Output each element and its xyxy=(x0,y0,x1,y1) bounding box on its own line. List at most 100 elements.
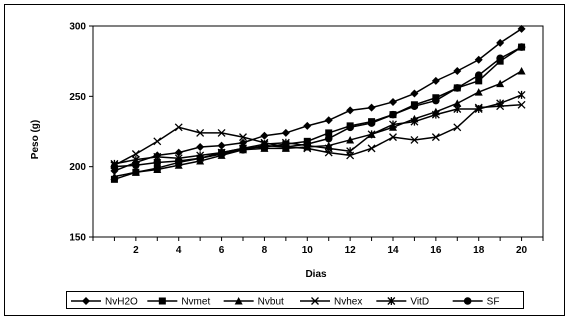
x-tick-label: 18 xyxy=(473,245,485,256)
data-point xyxy=(517,67,526,75)
data-point xyxy=(324,116,333,125)
data-point xyxy=(474,104,483,113)
data-point xyxy=(282,143,290,151)
legend-entry: Nvmet xyxy=(147,297,210,308)
data-point xyxy=(303,140,312,148)
legend-marker xyxy=(82,297,90,305)
data-point xyxy=(410,135,419,144)
x-tick-label: 4 xyxy=(176,245,182,256)
data-point xyxy=(196,128,205,137)
series-line xyxy=(114,46,522,168)
data-point xyxy=(346,106,355,115)
data-point xyxy=(474,55,483,64)
legend-marker xyxy=(463,297,472,305)
data-point xyxy=(474,88,483,96)
x-tick-label: 2 xyxy=(133,245,139,256)
x-tick-label: 10 xyxy=(302,245,314,256)
data-point xyxy=(239,133,247,142)
data-point xyxy=(217,150,226,158)
legend-svg: NvH2O Nvmet Nvbut Nvhex VitD SF xyxy=(71,297,500,308)
data-point xyxy=(453,67,462,76)
data-point xyxy=(496,38,505,47)
x-axis-title: Dias xyxy=(305,269,327,280)
data-point xyxy=(260,141,269,150)
legend-label: Nvmet xyxy=(181,297,210,308)
data-point xyxy=(346,135,355,144)
legend-label: NvH2O xyxy=(105,297,138,308)
data-point xyxy=(110,162,119,171)
series-sf xyxy=(110,43,526,171)
series-nvh2o xyxy=(110,24,526,175)
data-point xyxy=(431,133,440,142)
data-point xyxy=(389,133,397,142)
data-point xyxy=(174,148,183,157)
data-point xyxy=(496,99,505,108)
data-point xyxy=(260,131,269,140)
data-point xyxy=(217,128,226,137)
data-point xyxy=(153,158,162,167)
y-tick-label: 200 xyxy=(69,162,86,173)
series-nvhex xyxy=(110,100,526,170)
legend-entry: Nvbut xyxy=(223,297,284,308)
data-point xyxy=(367,119,376,127)
data-point xyxy=(346,147,355,156)
data-point xyxy=(153,137,162,146)
legend-marker xyxy=(311,297,319,305)
series-line xyxy=(114,104,522,166)
legend-marker xyxy=(387,297,396,305)
y-tick-label: 150 xyxy=(69,233,86,244)
data-point xyxy=(324,134,333,143)
data-point xyxy=(389,120,397,129)
legend-marker xyxy=(234,297,243,305)
y-axis-title: Peso (g) xyxy=(30,120,41,159)
data-point xyxy=(131,168,140,176)
chart-frame xyxy=(4,4,565,316)
data-point xyxy=(496,54,504,63)
data-point xyxy=(410,89,419,98)
series-line xyxy=(114,28,522,172)
legend-entry: NvH2O xyxy=(71,297,138,308)
data-point xyxy=(174,157,183,165)
plot-area xyxy=(92,25,544,238)
series-vitd xyxy=(110,90,526,168)
data-point xyxy=(346,123,354,132)
legend-entry: VitD xyxy=(376,297,429,308)
data-point xyxy=(432,96,440,105)
data-point xyxy=(367,130,376,139)
data-point xyxy=(110,172,119,181)
data-point xyxy=(453,84,462,92)
x-tick-label: 6 xyxy=(219,245,225,256)
y-tick-label: 250 xyxy=(69,92,86,103)
data-point xyxy=(132,161,140,170)
data-point xyxy=(517,100,526,109)
data-point xyxy=(517,90,526,99)
data-point xyxy=(281,128,290,137)
x-tick-label: 12 xyxy=(345,245,357,256)
data-point xyxy=(217,141,226,150)
legend-entry: SF xyxy=(452,297,500,308)
data-point xyxy=(517,43,526,51)
data-point xyxy=(196,154,204,163)
data-point xyxy=(410,117,419,126)
data-point xyxy=(453,104,462,113)
data-point xyxy=(431,110,440,119)
series-line xyxy=(114,94,522,165)
legend-label: VitD xyxy=(410,297,429,308)
data-point xyxy=(431,76,440,85)
data-point xyxy=(174,161,183,169)
data-point xyxy=(453,123,462,132)
data-point xyxy=(389,97,397,106)
data-point xyxy=(389,110,397,119)
legend-entry: Nvhex xyxy=(300,297,362,308)
legend-marker xyxy=(158,297,166,305)
legend-label: SF xyxy=(487,297,500,308)
data-point xyxy=(324,144,333,153)
data-point xyxy=(367,144,376,153)
data-point xyxy=(367,103,376,112)
data-point xyxy=(517,24,526,33)
legend-label: Nvbut xyxy=(258,297,284,308)
x-tick-label: 14 xyxy=(387,245,399,256)
data-point xyxy=(153,165,162,173)
data-point xyxy=(174,123,183,132)
data-point xyxy=(410,102,419,110)
